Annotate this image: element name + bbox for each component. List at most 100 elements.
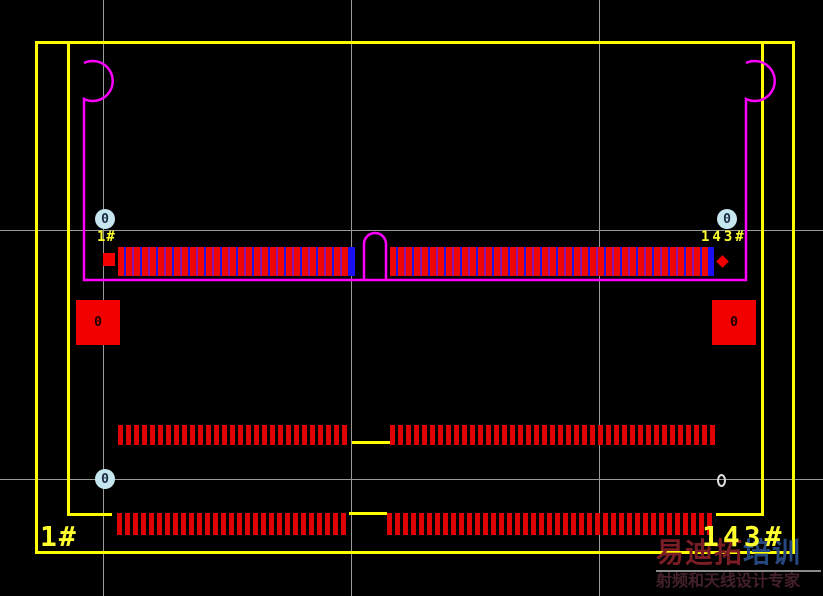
pad[interactable] (659, 513, 664, 535)
pad[interactable] (555, 513, 560, 535)
pad[interactable] (443, 513, 448, 535)
pad[interactable] (166, 247, 172, 276)
pad[interactable] (566, 425, 571, 445)
pad[interactable] (550, 247, 556, 276)
pad[interactable] (254, 247, 260, 276)
pad[interactable] (293, 513, 298, 535)
pad[interactable] (150, 247, 156, 276)
pad[interactable] (582, 247, 588, 276)
pad[interactable] (166, 425, 171, 445)
pad[interactable] (638, 425, 643, 445)
pad[interactable] (686, 425, 691, 445)
pad[interactable] (198, 425, 203, 445)
pad[interactable] (142, 247, 148, 276)
pad[interactable] (198, 247, 204, 276)
pad[interactable] (614, 247, 620, 276)
pad[interactable] (462, 425, 467, 445)
pad[interactable] (563, 513, 568, 535)
pad[interactable] (619, 513, 624, 535)
pad[interactable] (403, 513, 408, 535)
pad[interactable] (515, 513, 520, 535)
pad[interactable] (510, 425, 515, 445)
pad[interactable] (158, 247, 164, 276)
pad[interactable] (614, 425, 619, 445)
pad[interactable] (174, 425, 179, 445)
pad[interactable] (387, 513, 392, 535)
pad[interactable] (542, 247, 548, 276)
pad[interactable] (430, 247, 436, 276)
pad[interactable] (694, 247, 700, 276)
pad[interactable] (230, 425, 235, 445)
pad[interactable] (285, 513, 290, 535)
pad[interactable] (133, 513, 138, 535)
pad[interactable] (430, 425, 435, 445)
pad[interactable] (253, 513, 258, 535)
pad-end-cap-right[interactable] (708, 247, 714, 276)
pin1-square-pad[interactable] (103, 253, 115, 266)
pad[interactable] (205, 513, 210, 535)
pad[interactable] (598, 425, 603, 445)
connector-pads-top-left[interactable] (118, 247, 348, 276)
pad[interactable] (182, 425, 187, 445)
bar-row-middle-right[interactable] (390, 425, 715, 445)
pad[interactable] (518, 425, 523, 445)
pad[interactable] (395, 513, 400, 535)
pad[interactable] (574, 425, 579, 445)
pad[interactable] (398, 247, 404, 276)
pad[interactable] (646, 425, 651, 445)
pad[interactable] (414, 425, 419, 445)
pad[interactable] (189, 513, 194, 535)
pad[interactable] (494, 247, 500, 276)
pad[interactable] (214, 425, 219, 445)
pad[interactable] (237, 513, 242, 535)
pad[interactable] (467, 513, 472, 535)
pad[interactable] (662, 247, 668, 276)
pad[interactable] (454, 247, 460, 276)
pad[interactable] (190, 425, 195, 445)
pad[interactable] (246, 247, 252, 276)
trace-right-vertical[interactable] (761, 44, 764, 514)
pad[interactable] (278, 425, 283, 445)
pad[interactable] (269, 513, 274, 535)
pad[interactable] (630, 425, 635, 445)
pad[interactable] (261, 513, 266, 535)
mounting-pad-left[interactable]: 0 (76, 300, 120, 345)
pad[interactable] (435, 513, 440, 535)
pad[interactable] (550, 425, 555, 445)
pad[interactable] (294, 425, 299, 445)
pad[interactable] (558, 425, 563, 445)
pad[interactable] (478, 425, 483, 445)
pad[interactable] (334, 425, 339, 445)
pad[interactable] (587, 513, 592, 535)
pad[interactable] (149, 513, 154, 535)
pad[interactable] (342, 247, 348, 276)
connector-outline-path[interactable] (82, 59, 776, 282)
pad[interactable] (134, 247, 140, 276)
pad[interactable] (502, 247, 508, 276)
pad[interactable] (462, 247, 468, 276)
pad[interactable] (118, 425, 123, 445)
pad[interactable] (454, 425, 459, 445)
trace-middle-row3[interactable] (349, 512, 387, 515)
pad[interactable] (595, 513, 600, 535)
pad[interactable] (646, 247, 652, 276)
pad[interactable] (598, 247, 604, 276)
pad[interactable] (502, 425, 507, 445)
pad[interactable] (611, 513, 616, 535)
pad[interactable] (699, 513, 704, 535)
pad[interactable] (326, 425, 331, 445)
pad[interactable] (438, 425, 443, 445)
trace-middle-row2[interactable] (352, 441, 390, 444)
pad[interactable] (622, 425, 627, 445)
pin143-label-top[interactable]: 143# (701, 229, 747, 245)
pad[interactable] (126, 425, 131, 445)
pad[interactable] (547, 513, 552, 535)
pad[interactable] (141, 513, 146, 535)
pad[interactable] (491, 513, 496, 535)
pad[interactable] (181, 513, 186, 535)
pad[interactable] (422, 425, 427, 445)
pad-end-cap-left[interactable] (348, 247, 355, 276)
pad[interactable] (206, 425, 211, 445)
pad[interactable] (165, 513, 170, 535)
